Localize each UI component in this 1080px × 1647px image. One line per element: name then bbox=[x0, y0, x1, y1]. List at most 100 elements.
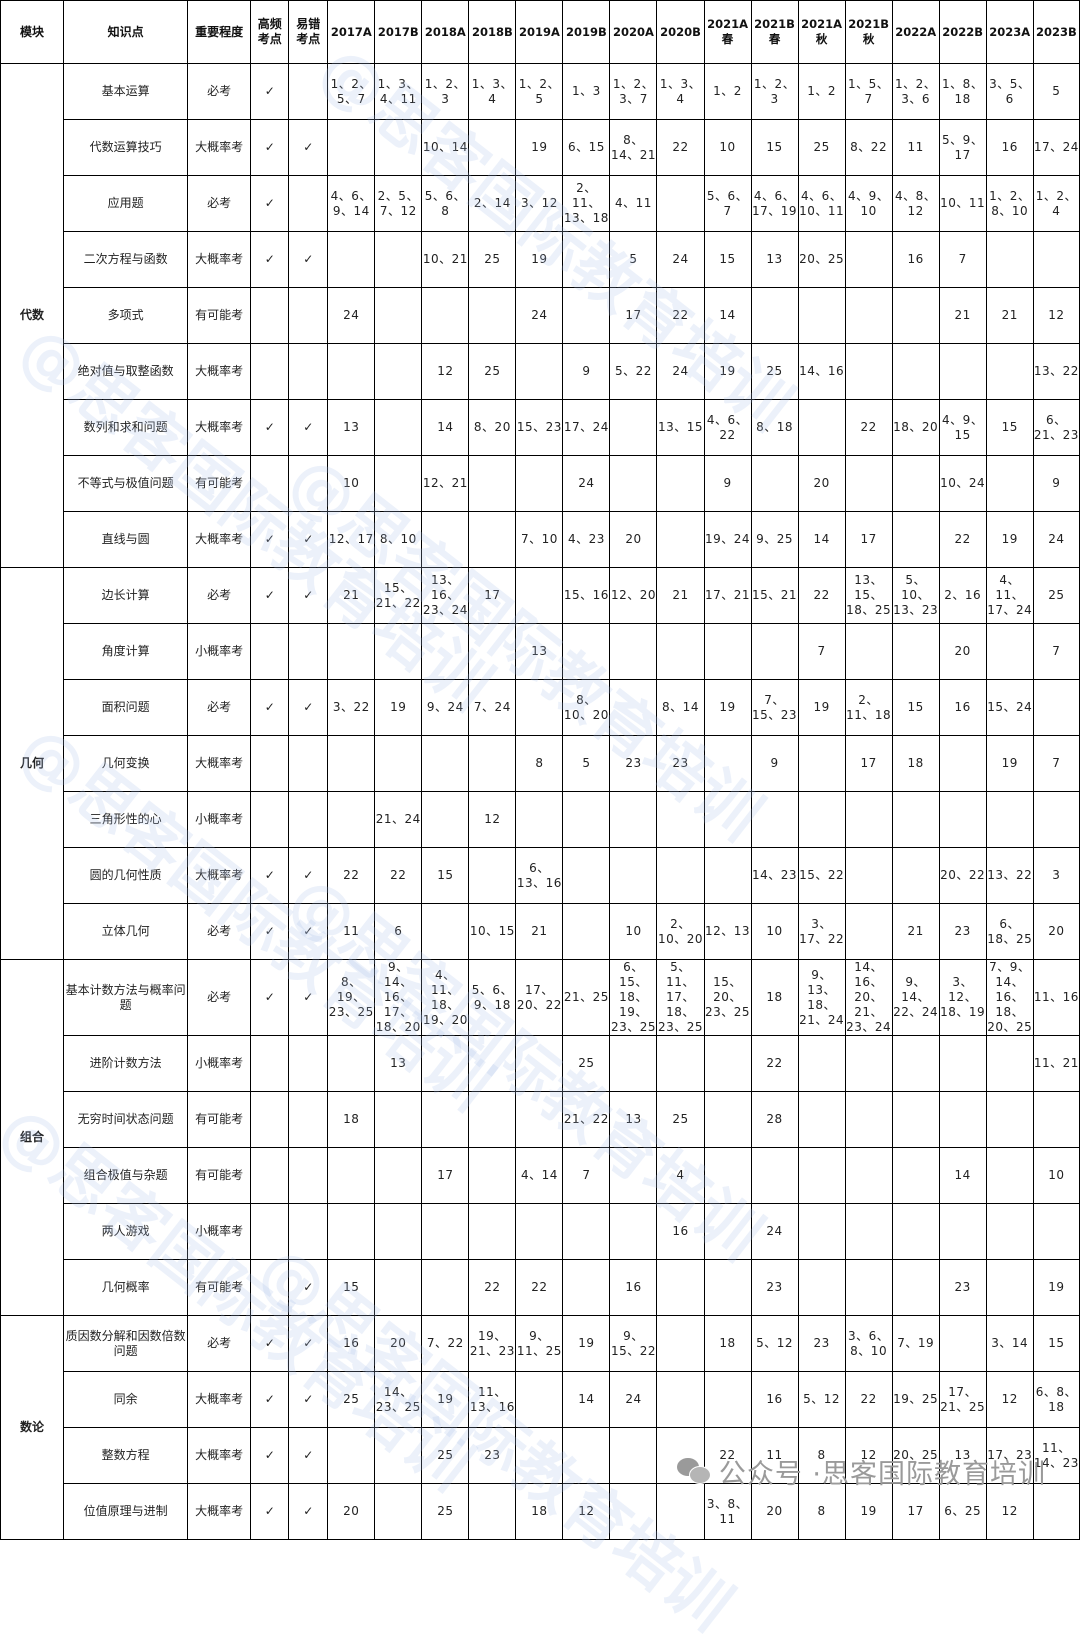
check-icon: ✓ bbox=[303, 924, 314, 938]
table-row: 组合极值与杂题 有可能考 17 4、14 7 4 14 10 bbox=[1, 1147, 1080, 1204]
high-frequency-check-cell: ✓ bbox=[250, 511, 290, 568]
module-cell: 代数 bbox=[0, 63, 65, 568]
topic-cell: 同余 bbox=[63, 1371, 189, 1428]
high-frequency-check-cell: ✓ bbox=[250, 903, 290, 960]
question-numbers-cell: 19 bbox=[985, 511, 1034, 568]
question-numbers-cell: 2、10、20 bbox=[656, 903, 705, 960]
question-numbers-cell: 7、19 bbox=[891, 1315, 940, 1372]
importance-cell: 大概率考 bbox=[187, 343, 252, 400]
check-icon: ✓ bbox=[264, 84, 275, 98]
question-numbers-cell bbox=[938, 1035, 987, 1092]
question-numbers-cell bbox=[609, 679, 658, 736]
topic-cell: 多项式 bbox=[63, 287, 189, 344]
question-numbers-cell bbox=[374, 455, 423, 512]
question-numbers-cell bbox=[327, 1427, 376, 1484]
question-numbers-cell: 8 bbox=[797, 1483, 846, 1540]
question-numbers-cell: 9 bbox=[1032, 455, 1080, 512]
question-numbers-cell bbox=[797, 1203, 846, 1260]
question-numbers-cell: 17 bbox=[609, 287, 658, 344]
question-numbers-cell bbox=[703, 623, 752, 680]
question-numbers-cell: 10 bbox=[327, 455, 376, 512]
question-numbers-cell: 6、15、18、19、23、25 bbox=[609, 959, 658, 1036]
table-row: 立体几何 必考 ✓ ✓ 11 6 10、15 21 10 2、10、20 12、13 10 3、17、2… bbox=[1, 903, 1080, 960]
question-numbers-cell bbox=[609, 399, 658, 456]
header-line: 2021B bbox=[848, 17, 890, 31]
question-numbers-cell bbox=[468, 1203, 517, 1260]
importance-cell: 大概率考 bbox=[187, 231, 252, 288]
question-numbers-cell: 22 bbox=[750, 1035, 799, 1092]
question-numbers-cell: 14、23、25 bbox=[374, 1371, 423, 1428]
question-numbers-cell: 24 bbox=[750, 1203, 799, 1260]
header-cell: 2020A bbox=[609, 0, 658, 64]
check-icon: ✓ bbox=[264, 1392, 275, 1406]
question-numbers-cell bbox=[374, 1427, 423, 1484]
table-row: 组合 基本计数方法与概率问题 必考 ✓ ✓ 8、19、23、25 9、14、16、17、18… bbox=[0, 959, 1080, 1316]
question-numbers-cell: 3、12、18、19 bbox=[938, 959, 987, 1036]
question-numbers-cell bbox=[938, 791, 987, 848]
question-numbers-cell: 18 bbox=[750, 959, 799, 1036]
question-numbers-cell bbox=[421, 1091, 470, 1148]
header-cell: 高频 考点 bbox=[250, 0, 290, 64]
question-numbers-cell: 15、24 bbox=[985, 679, 1034, 736]
question-numbers-cell bbox=[421, 1203, 470, 1260]
question-numbers-cell bbox=[797, 1035, 846, 1092]
wechat-icon bbox=[676, 1458, 711, 1484]
table-row: 代数运算技巧 大概率考 ✓ ✓ 10、14 19 6、15 8、14、21 22 10 15 25 8、… bbox=[1, 119, 1080, 176]
question-numbers-cell: 13 bbox=[609, 1091, 658, 1148]
question-numbers-cell: 12 bbox=[1032, 287, 1080, 344]
question-numbers-cell: 2、14 bbox=[468, 175, 517, 232]
question-numbers-cell: 20、22 bbox=[938, 847, 987, 904]
question-numbers-cell bbox=[515, 1427, 564, 1484]
check-icon: ✓ bbox=[264, 700, 275, 714]
question-numbers-cell: 20、25 bbox=[797, 231, 846, 288]
question-numbers-cell: 1、2、5 bbox=[515, 63, 564, 120]
error-prone-check-cell bbox=[288, 1147, 329, 1204]
question-numbers-cell bbox=[797, 1147, 846, 1204]
header-cell: 2023B bbox=[1032, 0, 1080, 64]
question-numbers-cell: 24 bbox=[515, 287, 564, 344]
question-numbers-cell bbox=[468, 735, 517, 792]
question-numbers-cell: 9、14、16、17、18、20 bbox=[374, 959, 423, 1036]
question-numbers-cell bbox=[656, 455, 705, 512]
high-frequency-check-cell: ✓ bbox=[250, 231, 290, 288]
header-cell: 易错 考点 bbox=[288, 0, 329, 64]
question-numbers-cell: 15 bbox=[985, 399, 1034, 456]
question-numbers-cell: 25 bbox=[562, 1035, 611, 1092]
error-prone-check-cell: ✓ bbox=[288, 1315, 329, 1372]
check-icon: ✓ bbox=[303, 588, 314, 602]
question-numbers-cell: 9 bbox=[562, 343, 611, 400]
question-numbers-cell: 19 bbox=[985, 735, 1034, 792]
question-numbers-cell: 3、14 bbox=[985, 1315, 1034, 1372]
question-numbers-cell: 10 bbox=[1032, 1147, 1080, 1204]
question-numbers-cell: 4、6、10、11 bbox=[797, 175, 846, 232]
check-icon: ✓ bbox=[264, 252, 275, 266]
question-numbers-cell bbox=[327, 119, 376, 176]
question-numbers-cell: 25 bbox=[750, 343, 799, 400]
question-numbers-cell bbox=[468, 1035, 517, 1092]
question-numbers-cell: 9 bbox=[703, 455, 752, 512]
error-prone-check-cell: ✓ bbox=[288, 847, 329, 904]
question-numbers-cell: 3 bbox=[1032, 847, 1080, 904]
question-numbers-cell: 5、11、17、18、23、25 bbox=[656, 959, 705, 1036]
question-numbers-cell: 7、22 bbox=[421, 1315, 470, 1372]
question-numbers-cell: 7、24 bbox=[468, 679, 517, 736]
question-numbers-cell bbox=[562, 1427, 611, 1484]
question-numbers-cell: 1、2、3 bbox=[421, 63, 470, 120]
question-numbers-cell: 15、16 bbox=[562, 567, 611, 624]
footer-prefix: 公众号 · bbox=[718, 1458, 822, 1490]
check-icon: ✓ bbox=[264, 1504, 275, 1518]
question-numbers-cell: 4、9、10 bbox=[844, 175, 893, 232]
question-numbers-cell: 1、5、7 bbox=[844, 63, 893, 120]
question-numbers-cell: 1、2、5、7 bbox=[327, 63, 376, 120]
question-numbers-cell: 1、2 bbox=[703, 63, 752, 120]
question-numbers-cell: 5、6、8 bbox=[421, 175, 470, 232]
question-numbers-cell bbox=[844, 455, 893, 512]
question-numbers-cell: 19 bbox=[515, 231, 564, 288]
question-numbers-cell bbox=[374, 1203, 423, 1260]
check-icon: ✓ bbox=[264, 140, 275, 154]
question-numbers-cell: 25 bbox=[327, 1371, 376, 1428]
question-numbers-cell bbox=[468, 623, 517, 680]
question-numbers-cell bbox=[609, 1203, 658, 1260]
table-row: 两人游戏 小概率考 16 24 bbox=[1, 1203, 1080, 1260]
question-numbers-cell: 8 bbox=[515, 735, 564, 792]
